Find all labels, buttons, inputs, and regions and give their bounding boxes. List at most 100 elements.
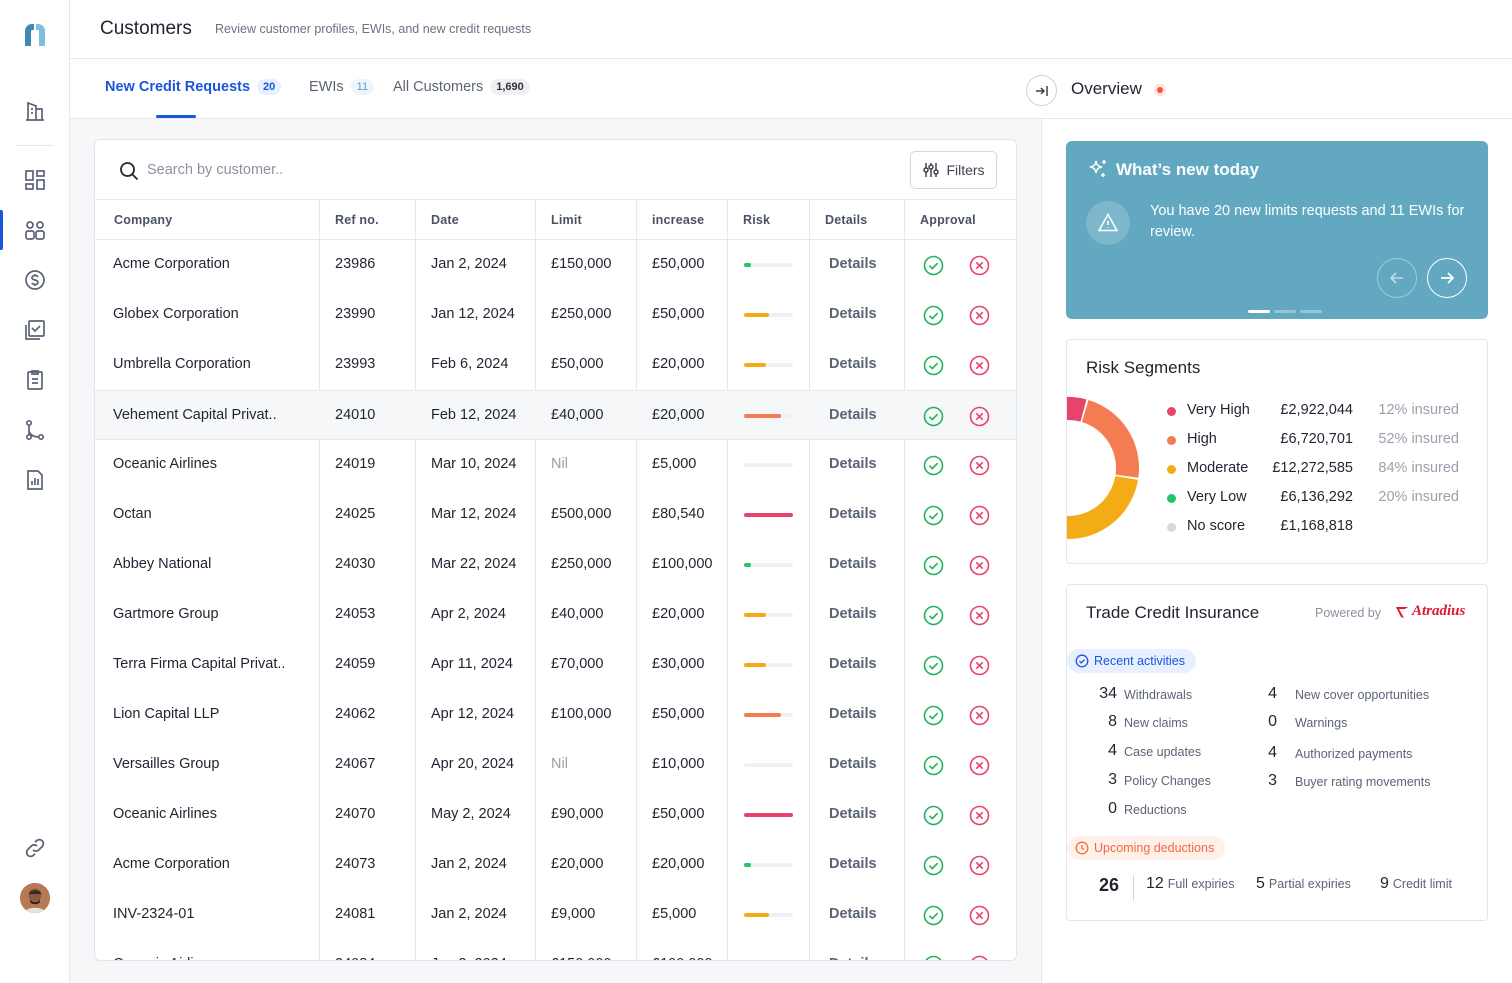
col-company[interactable]: Company [114, 213, 173, 227]
details-button[interactable]: Details [829, 806, 877, 822]
table-row[interactable]: Oceanic Airlines 24019 Mar 10, 2024 Nil £5,0… [95, 440, 1016, 490]
table-row[interactable]: Lion Capital LLP 24062 Apr 12, 2024 £100,00… [95, 690, 1016, 740]
reject-x-icon[interactable] [969, 406, 990, 427]
risk-bar [744, 863, 793, 867]
dollar-icon[interactable] [23, 268, 47, 292]
col-increase[interactable]: increase [652, 213, 705, 227]
reject-x-icon[interactable] [969, 755, 990, 776]
details-button[interactable]: Details [829, 556, 877, 572]
table-row[interactable]: Abbey National 24030 Mar 22, 2024 £250,000 £… [95, 540, 1016, 590]
details-button[interactable]: Details [829, 606, 877, 622]
approve-check-icon[interactable] [923, 905, 944, 926]
details-button[interactable]: Details [829, 856, 877, 872]
col-date[interactable]: Date [431, 213, 459, 227]
search-input[interactable] [147, 158, 847, 182]
col-limit[interactable]: Limit [551, 213, 582, 227]
reject-x-icon[interactable] [969, 805, 990, 826]
approve-check-icon[interactable] [923, 705, 944, 726]
carousel-dot[interactable] [1300, 310, 1322, 313]
approve-check-icon[interactable] [923, 805, 944, 826]
table-row[interactable]: Acme Corporation 23986 Jan 2, 2024 £150,000… [95, 240, 1016, 290]
reject-x-icon[interactable] [969, 455, 990, 476]
reject-x-icon[interactable] [969, 855, 990, 876]
col-risk[interactable]: Risk [743, 213, 771, 227]
details-button[interactable]: Details [829, 906, 877, 922]
col-approval[interactable]: Approval [920, 213, 976, 227]
reject-x-icon[interactable] [969, 955, 990, 960]
approve-check-icon[interactable] [923, 655, 944, 676]
table-row[interactable]: Acme Corporation 24073 Jan 2, 2024 £20,000 £… [95, 840, 1016, 890]
approve-check-icon[interactable] [923, 455, 944, 476]
approve-check-icon[interactable] [923, 505, 944, 526]
tab-all-customers[interactable]: All Customers 1,690 [393, 79, 530, 95]
col-ref[interactable]: Ref no. [335, 213, 379, 227]
risk-segment-row[interactable]: Very High £2,922,044 12% insured [1167, 401, 1477, 421]
user-avatar[interactable] [20, 883, 50, 913]
link-icon[interactable] [23, 836, 47, 860]
table-row[interactable]: Oceanic Airlines 24070 May 2, 2024 £90,000 £… [95, 790, 1016, 840]
approve-check-icon[interactable] [923, 555, 944, 576]
details-button[interactable]: Details [829, 756, 877, 772]
table-row[interactable]: Terra Firma Capital Privat.. 24059 Apr 11,… [95, 640, 1016, 690]
reject-x-icon[interactable] [969, 555, 990, 576]
reject-x-icon[interactable] [969, 355, 990, 376]
table-row[interactable]: Gartmore Group 24053 Apr 2, 2024 £40,000 £20… [95, 590, 1016, 640]
col-details[interactable]: Details [825, 213, 868, 227]
reject-x-icon[interactable] [969, 605, 990, 626]
workflow-icon[interactable] [23, 418, 47, 442]
carousel-prev-button[interactable] [1377, 258, 1417, 298]
building-icon[interactable] [23, 99, 47, 123]
reject-x-icon[interactable] [969, 305, 990, 326]
details-button[interactable]: Details [829, 456, 877, 472]
risk-segment-row[interactable]: Very Low £6,136,292 20% insured [1167, 488, 1477, 508]
customers-icon[interactable] [23, 218, 47, 242]
dashboard-icon[interactable] [23, 168, 47, 192]
reject-x-icon[interactable] [969, 255, 990, 276]
table-row[interactable]: Octan 24025 Mar 12, 2024 £500,000 £80,540 Det… [95, 490, 1016, 540]
details-button[interactable]: Details [829, 956, 877, 960]
tab-ewis[interactable]: EWIs 11 [309, 79, 375, 95]
details-button[interactable]: Details [829, 356, 877, 372]
clipboard-icon[interactable] [23, 368, 47, 392]
table-row[interactable]: INV-2324-01 24081 Jan 2, 2024 £9,000 £5,000 D… [95, 890, 1016, 940]
reject-x-icon[interactable] [969, 655, 990, 676]
approve-check-icon[interactable] [923, 305, 944, 326]
table-row[interactable]: Versailles Group 24067 Apr 20, 2024 Nil £10,… [95, 740, 1016, 790]
logo-icon[interactable] [23, 22, 47, 46]
details-button[interactable]: Details [829, 407, 877, 423]
approve-check-icon[interactable] [923, 355, 944, 376]
risk-segment-row[interactable]: No score £1,168,818 [1167, 517, 1477, 537]
approve-check-icon[interactable] [923, 855, 944, 876]
details-button[interactable]: Details [829, 306, 877, 322]
checklist-icon[interactable] [23, 318, 47, 342]
carousel-next-button[interactable] [1427, 258, 1467, 298]
table-row[interactable]: Globex Corporation 23990 Jan 12, 2024 £250,… [95, 290, 1016, 340]
donut-slice[interactable] [1066, 397, 1087, 423]
approve-check-icon[interactable] [923, 406, 944, 427]
details-button[interactable]: Details [829, 706, 877, 722]
reject-x-icon[interactable] [969, 905, 990, 926]
approve-check-icon[interactable] [923, 955, 944, 960]
donut-slice[interactable] [1066, 476, 1139, 539]
collapse-panel-button[interactable] [1026, 75, 1057, 106]
table-row[interactable]: Umbrella Corporation 23993 Feb 6, 2024 £50,… [95, 340, 1016, 390]
carousel-dot[interactable] [1248, 310, 1270, 313]
details-button[interactable]: Details [829, 256, 877, 272]
details-button[interactable]: Details [829, 656, 877, 672]
report-icon[interactable] [23, 468, 47, 492]
atradius-logo[interactable]: Atradius [1395, 603, 1465, 620]
risk-segment-row[interactable]: Moderate £12,272,585 84% insured [1167, 459, 1477, 479]
approve-check-icon[interactable] [923, 605, 944, 626]
approve-check-icon[interactable] [923, 755, 944, 776]
details-button[interactable]: Details [829, 506, 877, 522]
donut-slice[interactable] [1081, 400, 1139, 478]
carousel-dot[interactable] [1274, 310, 1296, 313]
table-row[interactable]: Oceanic Airlines 24084 Jan 2, 2024 £150,000… [95, 940, 1016, 960]
reject-x-icon[interactable] [969, 505, 990, 526]
table-row[interactable]: Vehement Capital Privat.. 24010 Feb 12, 20… [95, 390, 1016, 440]
risk-segment-row[interactable]: High £6,720,701 52% insured [1167, 430, 1477, 450]
tab-new-credit-requests[interactable]: New Credit Requests 20 [105, 79, 282, 95]
approve-check-icon[interactable] [923, 255, 944, 276]
filters-button[interactable]: Filters [910, 151, 997, 189]
reject-x-icon[interactable] [969, 705, 990, 726]
